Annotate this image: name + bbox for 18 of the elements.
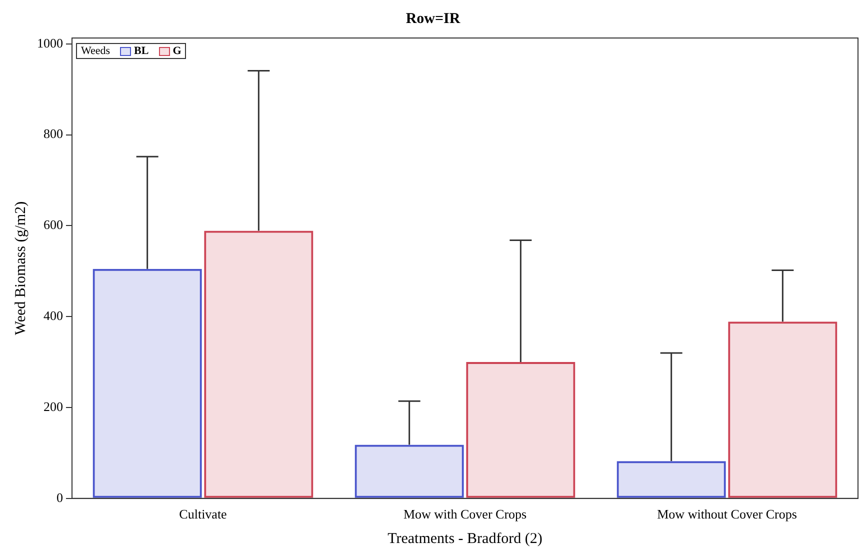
x-tick-label: Mow with Cover Crops [403,506,527,522]
bar [466,362,576,498]
bar [354,444,464,498]
y-axis-title: Weed Biomass (g/m2) [12,201,29,336]
chart-title: Row=IR [406,10,460,27]
y-tick-label: 0 [56,490,63,505]
bar [616,461,726,498]
legend-title: Weeds [81,45,110,57]
x-tick-label: Cultivate [179,506,228,522]
y-tick-label: 600 [44,217,63,232]
y-tick-label: 400 [44,308,63,324]
y-tick-label: 800 [44,126,63,142]
legend-label: BL [134,45,149,57]
legend-label: G [172,45,182,57]
y-tick-label: 1000 [37,35,63,50]
y-tick-label: 200 [44,398,63,414]
x-axis-title: Treatments - Bradford (2) [388,530,542,547]
x-tick-label: Mow without Cover Crops [657,506,797,522]
